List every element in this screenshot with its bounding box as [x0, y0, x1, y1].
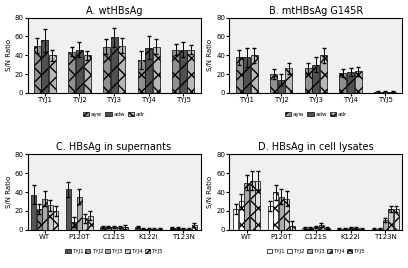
- Bar: [31, 195, 36, 230]
- Bar: [308, 228, 313, 230]
- Bar: [239, 202, 244, 230]
- Y-axis label: S/N Ratio: S/N Ratio: [6, 176, 11, 208]
- Bar: [53, 211, 58, 230]
- Bar: [389, 92, 396, 93]
- Bar: [305, 68, 312, 93]
- Bar: [268, 206, 273, 230]
- Bar: [66, 189, 71, 230]
- Bar: [34, 46, 41, 93]
- Bar: [337, 229, 342, 230]
- Bar: [339, 73, 346, 93]
- Bar: [68, 51, 75, 93]
- Bar: [233, 209, 238, 230]
- Bar: [319, 225, 324, 230]
- Bar: [383, 220, 388, 230]
- Bar: [145, 48, 152, 93]
- Bar: [348, 228, 353, 230]
- Bar: [372, 229, 377, 230]
- Bar: [41, 40, 48, 93]
- Y-axis label: S/N Ratio: S/N Ratio: [208, 176, 213, 208]
- Bar: [153, 47, 160, 93]
- Bar: [251, 55, 258, 93]
- Bar: [152, 229, 157, 230]
- Title: B. mtHBsAg G145R: B. mtHBsAg G145R: [269, 6, 363, 16]
- Bar: [377, 229, 382, 230]
- Bar: [172, 50, 179, 93]
- Bar: [71, 222, 76, 230]
- Bar: [175, 228, 180, 230]
- Bar: [111, 38, 118, 93]
- Bar: [270, 74, 277, 93]
- Bar: [170, 228, 175, 230]
- Bar: [118, 46, 125, 93]
- Title: A. wtHBsAg: A. wtHBsAg: [86, 6, 142, 16]
- Bar: [117, 227, 122, 230]
- Bar: [342, 229, 348, 230]
- Bar: [244, 183, 249, 230]
- Bar: [77, 197, 82, 230]
- Bar: [353, 228, 359, 230]
- Bar: [122, 227, 128, 230]
- Bar: [100, 227, 106, 230]
- Bar: [157, 229, 162, 230]
- Bar: [186, 229, 191, 230]
- Bar: [347, 72, 354, 93]
- Bar: [180, 50, 187, 93]
- Bar: [273, 192, 278, 230]
- Title: D. HBsAg in cell lysates: D. HBsAg in cell lysates: [258, 142, 374, 152]
- Bar: [255, 181, 260, 230]
- Bar: [135, 227, 140, 230]
- Bar: [313, 227, 319, 230]
- Bar: [324, 228, 330, 230]
- Legend: ayw, adw, adr: ayw, adw, adr: [81, 110, 147, 118]
- Y-axis label: S/N Ratio: S/N Ratio: [6, 39, 11, 71]
- Title: C. HBsAg in supernants: C. HBsAg in supernants: [56, 142, 172, 152]
- Bar: [187, 50, 194, 93]
- Bar: [286, 68, 293, 93]
- Bar: [84, 55, 91, 93]
- Bar: [181, 229, 186, 230]
- Legend: ayw, adw, adr: ayw, adw, adr: [283, 110, 349, 118]
- Bar: [313, 65, 319, 93]
- Bar: [279, 197, 284, 230]
- Bar: [381, 92, 389, 93]
- Bar: [192, 225, 197, 230]
- Bar: [388, 209, 393, 230]
- Bar: [76, 50, 83, 93]
- Bar: [302, 228, 307, 230]
- Bar: [37, 209, 42, 230]
- Bar: [103, 47, 110, 93]
- Legend: TYJ1, TYJ2, TYJ3, TYJ4, TYJ5: TYJ1, TYJ2, TYJ3, TYJ4, TYJ5: [63, 247, 165, 255]
- Bar: [359, 229, 364, 230]
- Bar: [394, 209, 399, 230]
- Bar: [137, 60, 144, 93]
- Bar: [235, 57, 243, 93]
- Bar: [146, 229, 151, 230]
- Bar: [284, 199, 289, 230]
- Bar: [88, 215, 93, 230]
- Bar: [48, 205, 53, 230]
- Bar: [278, 80, 285, 93]
- Bar: [374, 92, 381, 93]
- Bar: [49, 55, 56, 93]
- Legend: TYJ1, TYJ2, TYJ3, TYJ4, TYJ5: TYJ1, TYJ2, TYJ3, TYJ4, TYJ5: [265, 247, 367, 255]
- Bar: [111, 227, 117, 230]
- Y-axis label: S/N Ratio: S/N Ratio: [208, 39, 213, 71]
- Bar: [243, 57, 250, 93]
- Bar: [355, 71, 361, 93]
- Bar: [82, 218, 87, 230]
- Bar: [320, 55, 327, 93]
- Bar: [106, 227, 111, 230]
- Bar: [290, 226, 295, 230]
- Bar: [42, 199, 47, 230]
- Bar: [140, 229, 146, 230]
- Bar: [250, 181, 255, 230]
